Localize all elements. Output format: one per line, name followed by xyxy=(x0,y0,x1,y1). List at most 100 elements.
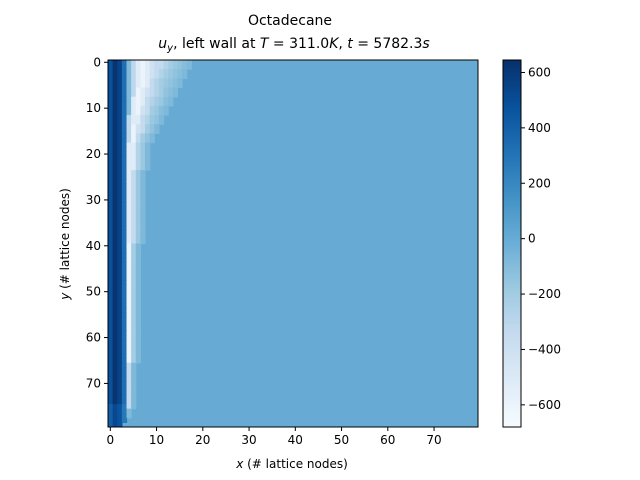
heatmap-cell xyxy=(117,422,123,427)
heatmap-cell xyxy=(117,238,123,245)
heatmap-cell xyxy=(117,316,123,323)
heatmap-cell xyxy=(126,243,132,249)
colorbar-tick-label: 200 xyxy=(528,176,551,190)
heatmap-cell xyxy=(140,179,146,185)
x-tick-label: 0 xyxy=(106,433,114,447)
heatmap-cell xyxy=(131,266,137,272)
heatmap-cell xyxy=(154,60,160,66)
heatmap-cell xyxy=(168,69,174,75)
heatmap-cell xyxy=(117,225,123,231)
heatmap-cell xyxy=(121,289,128,295)
heatmap-cell xyxy=(126,133,132,139)
heatmap-cell xyxy=(182,60,188,66)
heatmap-cell xyxy=(121,326,128,332)
y-axis-label-text: (# lattice nodes) xyxy=(58,188,72,292)
heatmap-cell xyxy=(112,142,118,148)
heatmap-cell xyxy=(140,115,146,121)
heatmap-cell xyxy=(163,87,169,93)
heatmap-cell xyxy=(135,64,141,70)
heatmap-cell xyxy=(154,110,160,116)
heatmap-cell xyxy=(126,73,132,79)
heatmap-cell xyxy=(108,124,114,130)
heatmap-cell xyxy=(140,183,146,190)
heatmap-cell xyxy=(154,119,160,125)
heatmap-cell xyxy=(126,261,132,268)
heatmap-cell xyxy=(117,381,123,387)
heatmap-cell xyxy=(117,115,123,121)
heatmap-cell xyxy=(135,261,141,268)
heatmap-cell xyxy=(121,124,128,130)
heatmap-cell xyxy=(131,64,137,70)
heatmap-cell xyxy=(131,206,137,212)
heatmap-cell xyxy=(117,417,123,424)
heatmap-cell xyxy=(121,60,128,66)
heatmap-cell xyxy=(112,92,118,98)
heatmap-cell xyxy=(131,293,137,300)
heatmap-cell xyxy=(117,82,123,89)
heatmap-cell xyxy=(108,82,114,89)
heatmap-cell xyxy=(108,165,114,171)
heatmap-cell xyxy=(145,115,151,121)
heatmap-cell xyxy=(131,353,137,359)
heatmap-cell xyxy=(108,271,114,277)
heatmap-cell xyxy=(112,211,118,217)
heatmap-cell xyxy=(140,215,146,222)
heatmap-cell xyxy=(121,385,128,391)
heatmap-cell xyxy=(121,248,128,254)
heatmap-cell xyxy=(112,261,118,268)
heatmap-cell xyxy=(140,197,146,203)
heatmap-cell xyxy=(135,165,141,171)
colorbar-tick-label: 600 xyxy=(528,65,551,79)
heatmap-cell xyxy=(158,96,165,102)
heatmap-cell xyxy=(108,385,114,391)
heatmap-cell xyxy=(177,73,183,79)
heatmap-cell xyxy=(121,344,128,350)
heatmap-cell xyxy=(126,215,132,222)
heatmap-cell xyxy=(121,160,128,167)
heatmap-cell xyxy=(145,156,151,162)
heatmap-cell xyxy=(108,367,114,373)
heatmap-cell xyxy=(135,142,141,148)
heatmap-cell xyxy=(121,179,128,185)
heatmap-cell xyxy=(131,170,137,176)
heatmap-cell xyxy=(117,234,123,240)
heatmap-cell xyxy=(112,183,118,190)
heatmap-cell xyxy=(131,151,137,157)
heatmap-cell xyxy=(117,404,123,410)
heatmap-cell xyxy=(112,385,118,391)
heatmap-cell xyxy=(135,307,141,313)
heatmap-cell xyxy=(135,271,141,277)
heatmap-cell xyxy=(135,151,141,157)
heatmap-cell xyxy=(108,404,114,410)
y-tick-label: 10 xyxy=(86,101,101,115)
heatmap-cell xyxy=(117,179,123,185)
heatmap-cell xyxy=(140,60,146,66)
heatmap-cell xyxy=(158,119,165,125)
colorbar-ticks: 600 400 200 0 −200 −400 −600 xyxy=(521,65,561,412)
heatmap-cell xyxy=(126,385,132,391)
heatmap-cell xyxy=(149,82,155,89)
heatmap-cell xyxy=(154,73,160,79)
heatmap-cell xyxy=(117,87,123,93)
heatmap-cell xyxy=(126,206,132,212)
heatmap-cell xyxy=(140,92,146,98)
heatmap-cell xyxy=(135,229,141,235)
heatmap-cell xyxy=(112,408,118,414)
heatmap-cell xyxy=(108,413,114,419)
heatmap-cell xyxy=(126,257,132,263)
x-axis-label-var: x xyxy=(235,457,244,471)
heatmap-cell xyxy=(126,252,132,258)
heatmap-cell xyxy=(149,69,155,75)
heatmap-cell xyxy=(154,96,160,102)
heatmap-cell xyxy=(126,362,132,368)
heatmap-cell xyxy=(135,156,141,162)
heatmap-cell xyxy=(131,326,137,332)
x-tick-label: 30 xyxy=(241,433,256,447)
heatmap-cell xyxy=(131,229,137,235)
heatmap-cell xyxy=(117,60,123,66)
heatmap-cell xyxy=(126,82,132,89)
heatmap-cell xyxy=(117,64,123,70)
heatmap-cell xyxy=(117,220,123,226)
heatmap-cell xyxy=(140,174,146,180)
heatmap-cell xyxy=(121,330,128,336)
